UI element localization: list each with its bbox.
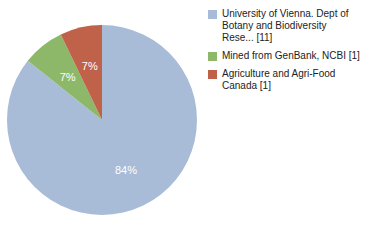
- legend-label: Agriculture and Agri-FoodCanada [1]: [222, 68, 335, 91]
- legend-item: Agriculture and Agri-FoodCanada [1]: [208, 68, 335, 91]
- pie-slice: [7, 25, 197, 215]
- data-label: 7%: [82, 60, 98, 72]
- legend-item: University of Vienna. Dept ofBotany and …: [208, 8, 349, 43]
- legend-label-line: Canada [1]: [222, 80, 271, 91]
- chart: 84% 7% 7% University of Vienna. Dept ofBota…: [0, 0, 380, 240]
- legend-swatch: [208, 52, 217, 61]
- legend-swatch: [208, 10, 217, 19]
- legend-label: University of Vienna. Dept ofBotany and …: [222, 8, 349, 43]
- data-label: 84%: [115, 164, 137, 176]
- pie: 84% 7% 7%: [7, 25, 197, 215]
- legend-label-line: University of Vienna. Dept of: [222, 8, 349, 19]
- legend: University of Vienna. Dept ofBotany and …: [208, 8, 360, 91]
- legend-item: Mined from GenBank, NCBI [1]: [208, 50, 360, 61]
- legend-label: Mined from GenBank, NCBI [1]: [222, 50, 360, 61]
- legend-label-line: Mined from GenBank, NCBI [1]: [222, 50, 360, 61]
- legend-label-line: Agriculture and Agri-Food: [222, 68, 335, 79]
- legend-label-line: Rese... [11]: [222, 32, 273, 43]
- legend-label-line: Botany and Biodiversity: [222, 20, 327, 31]
- legend-swatch: [208, 70, 217, 79]
- data-label: 7%: [60, 71, 76, 83]
